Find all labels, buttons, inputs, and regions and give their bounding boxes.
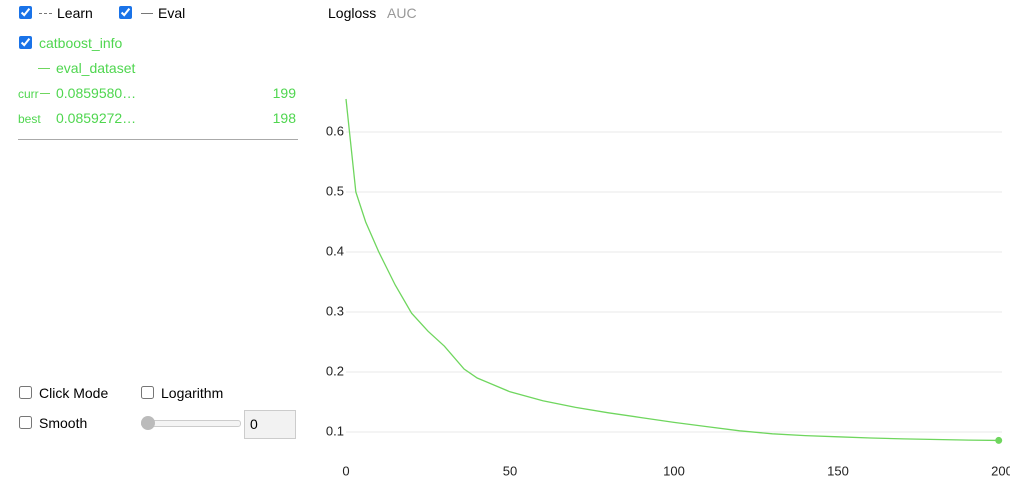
- learn-line: [39, 13, 52, 14]
- eval-label: Eval: [158, 5, 186, 21]
- eval-line: [141, 13, 153, 14]
- x-tick-label: 50: [503, 463, 517, 478]
- x-tick-label: 100: [663, 463, 685, 478]
- y-tick-label: 0.6: [326, 123, 344, 138]
- click-mode-label: Click Mode: [39, 385, 109, 401]
- slider-track[interactable]: [141, 420, 241, 427]
- dataset-name: eval_dataset: [56, 60, 136, 76]
- last-point: [995, 436, 1003, 444]
- y-tick-label: 0.3: [326, 303, 344, 318]
- smooth-label: Smooth: [39, 415, 88, 431]
- smooth-checkbox[interactable]: [19, 416, 32, 429]
- tab-logloss[interactable]: Logloss: [328, 5, 377, 21]
- curr-label: curr: [18, 87, 39, 101]
- run-name: catboost_info: [39, 35, 123, 51]
- y-tick-label: 0.1: [326, 423, 344, 438]
- logarithm-checkbox[interactable]: [141, 386, 154, 399]
- divider: [18, 139, 298, 140]
- best-label: best: [18, 112, 41, 126]
- curr-line: [40, 93, 50, 94]
- x-tick-label: 200: [991, 463, 1010, 478]
- series-line: [345, 98, 999, 442]
- eval-checkbox[interactable]: [119, 6, 132, 19]
- smooth-input[interactable]: 0: [244, 410, 296, 439]
- slider-knob[interactable]: [141, 416, 155, 430]
- learn-label: Learn: [57, 5, 93, 21]
- curr-iter: 199: [272, 85, 296, 101]
- chart: 0.1 0.2 0.3 0.4 0.5 0.6 0 50 100 150 200: [326, 98, 1010, 478]
- y-tick-label: 0.2: [326, 363, 344, 378]
- tab-auc[interactable]: AUC: [387, 5, 417, 21]
- y-tick-label: 0.5: [326, 183, 344, 198]
- x-tick-label: 150: [827, 463, 849, 478]
- run-checkbox[interactable]: [19, 36, 32, 49]
- y-tick-label: 0.4: [326, 243, 344, 258]
- curr-value: 0.0859580…: [56, 85, 137, 101]
- best-iter: 198: [272, 110, 296, 126]
- learn-checkbox[interactable]: [19, 6, 32, 19]
- dataset-line: [38, 68, 50, 69]
- click-mode-checkbox[interactable]: [19, 386, 32, 399]
- x-tick-label: 0: [342, 463, 349, 478]
- logarithm-label: Logarithm: [161, 385, 224, 401]
- best-value: 0.0859272…: [56, 110, 137, 126]
